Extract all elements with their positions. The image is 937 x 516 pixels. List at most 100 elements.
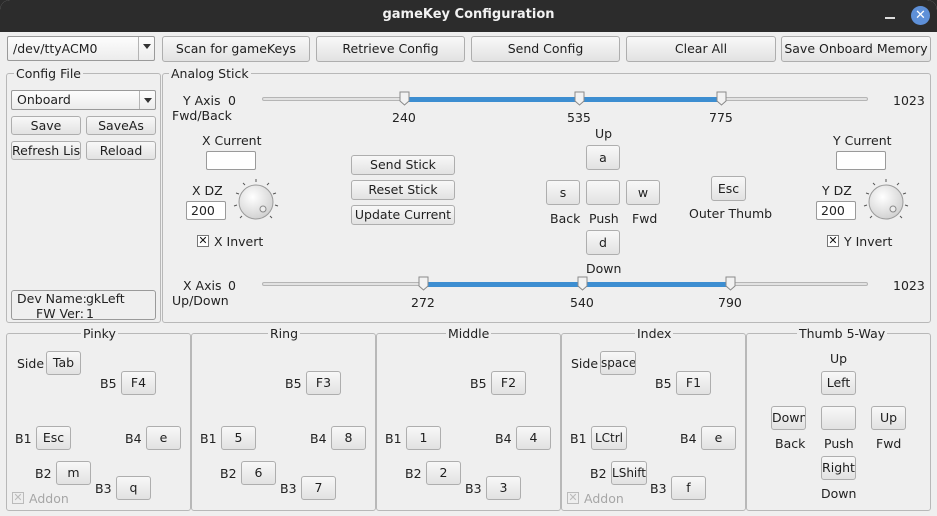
y-axis-handle-1[interactable] [399, 91, 410, 106]
x-axis-slider[interactable]: 272 540 790 [262, 275, 868, 310]
save-button[interactable]: Save [11, 116, 81, 135]
y-invert-checkbox[interactable]: ✕ [827, 234, 839, 247]
dpad-push-key[interactable] [586, 180, 620, 205]
thumb-down-key[interactable]: Right [821, 456, 856, 480]
thumb-back-key[interactable]: Down [771, 406, 806, 430]
save-onboard-button[interactable]: Save Onboard Memory [781, 36, 931, 62]
index-b4-key[interactable]: e [701, 426, 736, 450]
pinky-b5-key[interactable]: F4 [121, 371, 156, 395]
index-b4-label: B4 [680, 431, 697, 446]
index-title: Index [635, 326, 674, 341]
x-axis-handle-value-2: 540 [570, 295, 594, 310]
close-icon[interactable]: ✕ [911, 6, 930, 25]
x-dz-dial[interactable] [230, 176, 282, 228]
middle-title: Middle [446, 326, 492, 341]
pinky-b1-key[interactable]: Esc [36, 426, 71, 450]
pinky-b2-label: B2 [35, 466, 52, 481]
x-dz-field[interactable]: 200 [186, 201, 226, 220]
config-file-select[interactable]: Onboard [11, 90, 156, 110]
chevron-down-icon[interactable] [139, 91, 155, 109]
title-bar: gameKey Configuration ✕ [0, 0, 937, 32]
dpad-up-key[interactable]: a [586, 145, 620, 170]
dpad-down-key[interactable]: d [586, 230, 620, 255]
x-axis-range-fill [423, 282, 730, 287]
pinky-b4-label: B4 [125, 431, 142, 446]
index-addon-checkbox[interactable]: ✕ [567, 491, 579, 504]
pinky-side-label: Side [17, 356, 45, 371]
thumb-push-label: Push [824, 436, 854, 451]
y-dz-dial[interactable] [860, 176, 912, 228]
dev-name-label: Dev Name: [17, 291, 87, 306]
retrieve-config-button[interactable]: Retrieve Config [316, 36, 465, 62]
middle-b4-key[interactable]: 4 [516, 426, 551, 450]
middle-b3-key[interactable]: 3 [486, 476, 521, 500]
dpad-push-label: Push [589, 211, 619, 226]
index-b2-key[interactable]: LShift [611, 461, 647, 485]
thumb-5way-title: Thumb 5-Way [797, 326, 888, 341]
port-select[interactable]: /dev/ttyACM0 [7, 36, 155, 61]
middle-b2-label: B2 [405, 466, 422, 481]
send-config-button[interactable]: Send Config [471, 36, 620, 62]
y-axis-handle-3[interactable] [716, 91, 727, 106]
y-dz-field[interactable]: 200 [816, 201, 856, 220]
thumb-fwd-key[interactable]: Up [871, 406, 906, 430]
index-side-key[interactable]: space [600, 351, 636, 375]
outer-thumb-label: Outer Thumb [689, 206, 773, 221]
scan-button[interactable]: Scan for gameKeys [162, 36, 310, 62]
dpad-up-label: Up [595, 126, 613, 141]
middle-b1-key[interactable]: 1 [406, 426, 441, 450]
dpad-fwd-key[interactable]: w [626, 180, 660, 205]
chevron-down-icon[interactable] [138, 37, 154, 60]
index-b3-key[interactable]: f [671, 476, 706, 500]
thumb-back-label: Back [775, 436, 806, 451]
pinky-b4-key[interactable]: e [146, 426, 181, 450]
pinky-title: Pinky [81, 326, 118, 341]
y-axis-handle-value-1: 240 [392, 110, 416, 125]
send-stick-button[interactable]: Send Stick [351, 155, 455, 175]
pinky-b2-key[interactable]: m [56, 461, 91, 485]
analog-stick-group [162, 73, 931, 323]
x-invert-label: X Invert [214, 234, 264, 249]
pinky-addon-checkbox[interactable]: ✕ [12, 491, 24, 504]
middle-b5-key[interactable]: F2 [491, 371, 526, 395]
thumb-push-key[interactable] [821, 406, 856, 430]
ring-b1-key[interactable]: 5 [221, 426, 256, 450]
y-axis-range-fill [404, 97, 721, 102]
y-axis-handle-2[interactable] [574, 91, 585, 106]
ring-b5-key[interactable]: F3 [306, 371, 341, 395]
clear-all-button[interactable]: Clear All [626, 36, 776, 62]
window-title: gameKey Configuration [382, 7, 555, 22]
outer-thumb-key[interactable]: Esc [711, 176, 746, 201]
ring-b2-key[interactable]: 6 [241, 461, 276, 485]
dev-name-value: gkLeft [86, 291, 125, 306]
analog-stick-title: Analog Stick [169, 66, 251, 81]
pinky-b1-label: B1 [15, 431, 32, 446]
refresh-list-button[interactable]: Refresh List [11, 141, 81, 160]
minimize-icon[interactable] [884, 8, 896, 20]
dpad-back-key[interactable]: s [546, 180, 580, 205]
index-b5-key[interactable]: F1 [676, 371, 711, 395]
middle-b3-label: B3 [465, 481, 482, 496]
x-axis-handle-2[interactable] [577, 276, 588, 291]
x-axis-handle-3[interactable] [725, 276, 736, 291]
x-invert-checkbox[interactable]: ✕ [197, 234, 209, 247]
ring-b4-key[interactable]: 8 [331, 426, 366, 450]
pinky-side-key[interactable]: Tab [46, 351, 81, 375]
index-b1-key[interactable]: LCtrl [591, 426, 627, 450]
index-b2-label: B2 [590, 466, 607, 481]
y-axis-slider[interactable]: 240 535 775 [262, 90, 868, 125]
reset-stick-button[interactable]: Reset Stick [351, 180, 455, 200]
reload-button[interactable]: Reload [86, 141, 156, 160]
save-as-button[interactable]: SaveAs [86, 116, 156, 135]
ring-b3-key[interactable]: 7 [301, 476, 336, 500]
thumb-up-key[interactable]: Left [821, 371, 856, 395]
dpad-back-label: Back [550, 211, 581, 226]
index-b3-label: B3 [650, 481, 667, 496]
pinky-b3-key[interactable]: q [116, 476, 151, 500]
x-axis-handle-1[interactable] [418, 276, 429, 291]
pinky-b5-label: B5 [100, 376, 117, 391]
port-select-value: /dev/ttyACM0 [13, 41, 98, 56]
middle-b2-key[interactable]: 2 [426, 461, 461, 485]
update-current-button[interactable]: Update Current [351, 205, 455, 225]
